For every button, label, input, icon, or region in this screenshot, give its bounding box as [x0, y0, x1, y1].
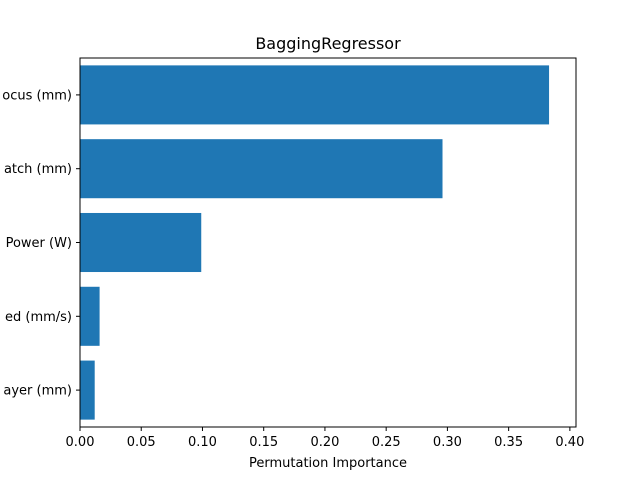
bar	[80, 360, 95, 420]
x-tick-label: 0.25	[372, 435, 401, 450]
x-tick-label: 0.10	[188, 435, 217, 450]
bar	[80, 212, 202, 273]
x-ticks-group: 0.00 0.05 0.10 0.15 0.20 0.25 0.30 0.35 0.40	[66, 427, 584, 450]
x-tick-label: 0.40	[555, 435, 584, 450]
y-tick-label: ayer (mm)	[3, 384, 72, 399]
bar	[80, 65, 550, 125]
x-tick-label: 0.35	[494, 435, 523, 450]
chart-title: BaggingRegressor	[255, 34, 401, 53]
bar	[80, 286, 100, 346]
y-tick-label: ocus (mm)	[2, 88, 72, 103]
x-tick-label: 0.15	[249, 435, 278, 450]
y-ticks-group: ocus (mm) atch (mm) Power (W) ed (mm/s) ayer…	[2, 88, 80, 399]
y-tick-label: ed (mm/s)	[5, 310, 72, 325]
y-tick-label: Power (W)	[6, 236, 72, 251]
x-axis-label: Permutation Importance	[249, 456, 407, 471]
x-tick-label: 0.20	[310, 435, 339, 450]
bars-group	[80, 65, 550, 420]
plot-frame	[79, 57, 577, 428]
y-tick-label: atch (mm)	[4, 162, 72, 177]
x-tick-label: 0.30	[433, 435, 462, 450]
x-tick-label: 0.05	[127, 435, 156, 450]
x-tick-label: 0.00	[66, 435, 95, 450]
bar	[80, 139, 443, 199]
